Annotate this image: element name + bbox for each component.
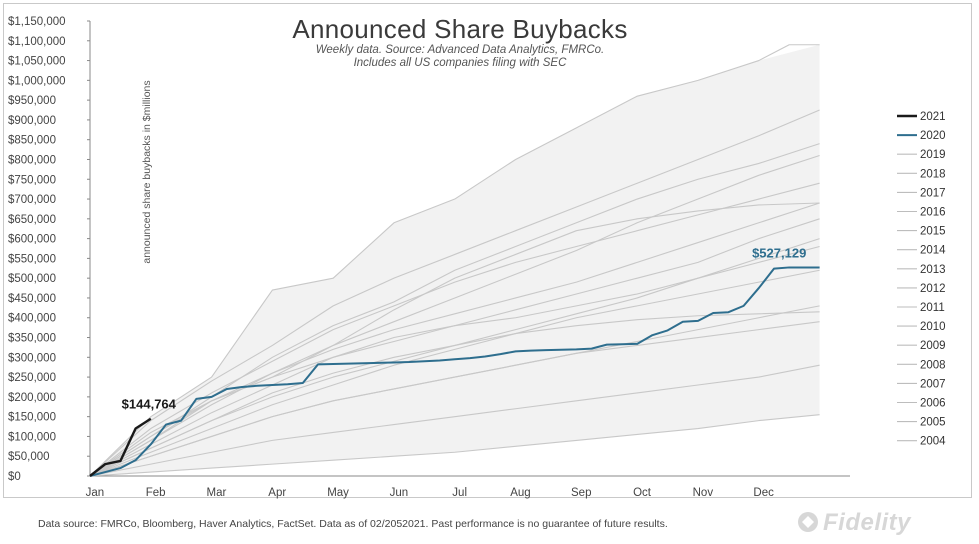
x-tick-label: Dec xyxy=(753,487,774,499)
legend-label: 2011 xyxy=(920,302,945,314)
series-line-2007 xyxy=(89,202,820,477)
series-line-2019 xyxy=(89,109,820,477)
y-tick-label: $600,000 xyxy=(8,234,56,246)
x-tick-label: Mar xyxy=(207,487,227,499)
subtitle-line-2: Includes all US companies filing with SE… xyxy=(353,57,567,69)
x-tick-label: May xyxy=(327,487,349,499)
series-line-2020 xyxy=(89,266,820,477)
x-tick-label: Apr xyxy=(268,487,286,499)
series-line-2021 xyxy=(89,417,152,477)
legend-label: 2013 xyxy=(920,264,946,276)
x-tick-label: Jun xyxy=(390,487,409,499)
y-tick-label: $700,000 xyxy=(8,194,56,206)
y-tick-label: $0 xyxy=(8,471,21,483)
legend-label: 2008 xyxy=(920,359,946,371)
y-tick-label: $550,000 xyxy=(8,253,56,265)
legend-label: 2014 xyxy=(920,245,946,257)
y-tick-label: $100,000 xyxy=(8,431,56,443)
series-line-2014 xyxy=(89,154,820,477)
y-tick-label: $1,150,000 xyxy=(8,16,66,28)
legend-label: 2005 xyxy=(920,417,946,429)
legend-label: 2010 xyxy=(920,321,946,333)
x-tick-label: Feb xyxy=(146,487,166,499)
y-tick-label: $150,000 xyxy=(8,412,56,424)
x-tick-label: Oct xyxy=(633,487,652,499)
legend-label: 2009 xyxy=(920,340,946,352)
legend-label: 2016 xyxy=(920,207,946,219)
legend-label: 2020 xyxy=(920,130,946,142)
series-line-2004 xyxy=(89,414,820,477)
y-tick-label: $350,000 xyxy=(8,333,56,345)
y-tick-label: $750,000 xyxy=(8,174,56,186)
fidelity-logo-icon xyxy=(798,512,818,532)
chart-title: Announced Share Buybacks xyxy=(292,14,628,44)
legend-label: 2006 xyxy=(920,398,946,410)
fidelity-logo: Fidelity xyxy=(823,509,912,536)
x-tick-label: Sep xyxy=(571,487,591,499)
y-tick-label: $900,000 xyxy=(8,115,56,127)
x-tick-label: Nov xyxy=(693,487,714,499)
range-band xyxy=(90,44,820,476)
legend-label: 2012 xyxy=(920,283,946,295)
y-axis-label: announced share buybacks in $millions xyxy=(141,80,153,264)
y-tick-label: $1,100,000 xyxy=(8,36,66,48)
y-tick-label: $250,000 xyxy=(8,372,56,384)
subtitle-line-1: Weekly data. Source: Advanced Data Analy… xyxy=(315,44,605,56)
series-line-2011 xyxy=(89,245,820,477)
x-tick-label: Aug xyxy=(510,487,530,499)
series-line-2018 xyxy=(89,44,820,477)
footer-note: Data source: FMRCo, Bloomberg, Haver Ana… xyxy=(38,518,668,530)
y-tick-label: $400,000 xyxy=(8,313,56,325)
y-tick-label: $650,000 xyxy=(8,214,56,226)
x-tick-label: Jan xyxy=(86,487,105,499)
legend-label: 2019 xyxy=(920,149,946,161)
y-tick-label: $800,000 xyxy=(8,154,56,166)
y-tick-label: $500,000 xyxy=(8,273,56,285)
series-line-2008 xyxy=(89,311,820,477)
y-tick-label: $200,000 xyxy=(8,392,56,404)
series-line-2016 xyxy=(89,182,820,477)
y-tick-label: $1,000,000 xyxy=(8,75,66,87)
legend-label: 2004 xyxy=(920,436,946,448)
y-tick-label: $1,050,000 xyxy=(8,56,66,68)
series-line-2006 xyxy=(89,269,820,477)
y-tick-label: $50,000 xyxy=(8,451,50,463)
y-tick-label: $850,000 xyxy=(8,135,56,147)
chart-subtitle: Weekly data. Source: Advanced Data Analy… xyxy=(175,44,745,70)
y-tick-label: $450,000 xyxy=(8,293,56,305)
series-line-2009 xyxy=(89,364,820,477)
value-annotation: $527,129 xyxy=(752,245,806,260)
x-tick-label: Jul xyxy=(452,487,467,499)
legend-label: 2017 xyxy=(920,187,946,199)
series-line-2005 xyxy=(89,321,820,477)
legend-label: 2021 xyxy=(920,111,946,123)
legend-label: 2015 xyxy=(920,226,946,238)
legend-label: 2018 xyxy=(920,168,946,180)
legend-label: 2007 xyxy=(920,378,946,390)
value-annotation: $144,764 xyxy=(122,397,177,412)
y-tick-label: $300,000 xyxy=(8,352,56,364)
y-tick-label: $950,000 xyxy=(8,95,56,107)
